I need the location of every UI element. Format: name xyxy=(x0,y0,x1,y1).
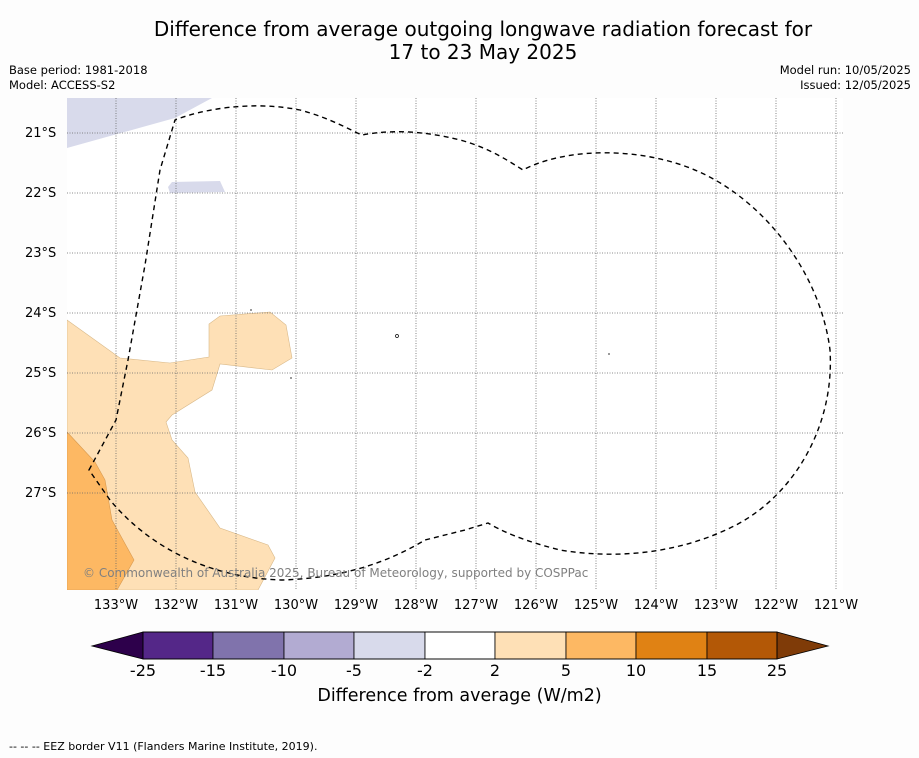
colorbar-title: Difference from average (W/m2) xyxy=(317,686,602,706)
colorbar-bin xyxy=(353,631,426,660)
colorbar-tick: -5 xyxy=(346,661,362,680)
colorbar-bin xyxy=(424,631,496,660)
lon-label: 127°W xyxy=(453,598,499,613)
colorbar-bin xyxy=(494,631,567,660)
colorbar-tick: 5 xyxy=(560,661,572,680)
anomaly-region-5-10 xyxy=(67,431,135,590)
lat-label: 22°S xyxy=(25,186,57,201)
lon-label: 130°W xyxy=(273,598,319,613)
colorbar-tick: -15 xyxy=(199,661,227,680)
lat-label: 21°S xyxy=(25,126,57,141)
copyright-notice: © Commonwealth of Australia 2025, Bureau… xyxy=(83,566,589,580)
lon-label: 128°W xyxy=(393,598,439,613)
lon-label: 126°W xyxy=(513,598,559,613)
eez-border xyxy=(88,105,832,581)
anomaly-region-2-5 xyxy=(67,311,293,590)
lat-label: 26°S xyxy=(25,426,57,441)
lat-label: 24°S xyxy=(25,306,57,321)
colorbar-bin xyxy=(635,631,708,660)
lon-label: 122°W xyxy=(753,598,799,613)
model-text: Model: ACCESS-S2 xyxy=(9,78,116,92)
title-line-1: Difference from average outgoing longwav… xyxy=(153,17,813,41)
meta-right: Model run: 10/05/2025 Issued: 12/05/2025 xyxy=(780,63,911,93)
lon-label: 121°W xyxy=(813,598,859,613)
model-run-text: Model run: 10/05/2025 xyxy=(779,63,911,77)
lon-label: 129°W xyxy=(333,598,379,613)
colorbar-bin xyxy=(142,631,214,660)
issued-text: Issued: 12/05/2025 xyxy=(800,78,911,92)
colorbar-tick: 10 xyxy=(625,661,647,680)
colorbar-bins xyxy=(142,631,778,660)
map-area xyxy=(67,98,843,590)
colorbar-tick: -2 xyxy=(417,661,433,680)
lon-label: 133°W xyxy=(93,598,139,613)
colorbar-extend-high xyxy=(776,631,830,660)
colorbar xyxy=(90,631,830,660)
title-line-2: 17 to 23 May 2025 xyxy=(388,40,578,64)
base-period-text: Base period: 1981-2018 xyxy=(9,63,148,77)
colorbar-frame xyxy=(142,631,778,660)
colorbar-tick: 15 xyxy=(696,661,718,680)
lat-label: 23°S xyxy=(25,246,57,261)
gridlines xyxy=(67,98,843,590)
lon-label: 131°W xyxy=(213,598,259,613)
lon-label: 124°W xyxy=(633,598,679,613)
colorbar-bin xyxy=(283,631,355,660)
colorbar-bin xyxy=(706,631,778,660)
colorbar-extend-low xyxy=(90,631,144,660)
lat-label: 25°S xyxy=(25,366,57,381)
colorbar-bin xyxy=(565,631,637,660)
lat-label: 27°S xyxy=(25,486,57,501)
colorbar-tick: -25 xyxy=(129,661,157,680)
eez-footer-note: -- -- -- EEZ border V11 (Flanders Marine… xyxy=(9,740,318,753)
colorbar-bin xyxy=(212,631,285,660)
anomaly-region-minus5-minus2-small xyxy=(168,181,225,193)
colorbar-tick: -10 xyxy=(270,661,298,680)
lon-label: 132°W xyxy=(153,598,199,613)
colorbar-tick: 25 xyxy=(766,661,788,680)
meta-left: Base period: 1981-2018 Model: ACCESS-S2 xyxy=(9,63,148,93)
lon-label: 123°W xyxy=(693,598,739,613)
contour-dot xyxy=(395,334,399,338)
map-title: Difference from average outgoing longwav… xyxy=(0,18,919,64)
lon-label: 125°W xyxy=(573,598,619,613)
colorbar-tick: 2 xyxy=(489,661,501,680)
